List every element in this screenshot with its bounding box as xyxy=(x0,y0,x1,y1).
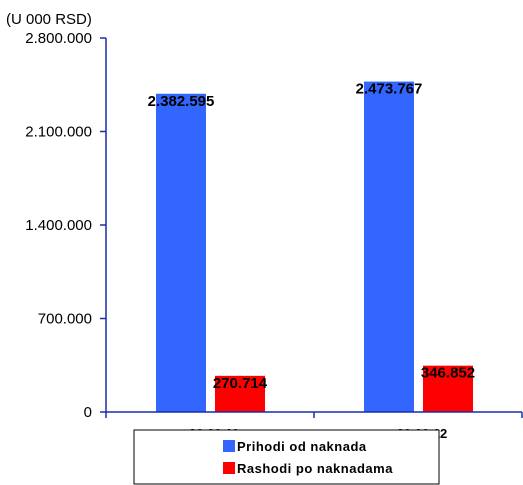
legend-box xyxy=(133,429,440,485)
bar-rashodi-1 xyxy=(215,375,265,412)
legend-swatch xyxy=(223,462,235,474)
bar-prihodi-1 xyxy=(156,93,206,412)
legend-swatch xyxy=(223,440,235,452)
plot-area: 0 700.000 1.400.000 2.100.000 2.800.000 2.382… xyxy=(25,30,523,441)
data-label: 346.852 xyxy=(421,365,475,382)
y-tick-label: 1.400.000 xyxy=(25,217,92,234)
data-label: 2.382.595 xyxy=(148,93,215,110)
legend: Prihodi od naknada Rashodi po naknadama xyxy=(133,429,440,485)
data-label: 270.714 xyxy=(213,375,268,392)
y-tick-label: 0 xyxy=(84,404,92,421)
bar-prihodi-2 xyxy=(364,81,414,412)
y-tick-label: 2.100.000 xyxy=(25,124,92,141)
y-tick-label: 2.800.000 xyxy=(25,30,92,47)
legend-label: Prihodi od naknada xyxy=(237,439,367,454)
bar-rashodi-2 xyxy=(423,365,473,412)
data-label: 2.473.767 xyxy=(356,81,423,98)
y-tick-label: 700.000 xyxy=(38,311,92,328)
legend-label: Rashodi po naknadama xyxy=(237,461,393,476)
unit-label: (U 000 RSD) xyxy=(6,11,92,28)
